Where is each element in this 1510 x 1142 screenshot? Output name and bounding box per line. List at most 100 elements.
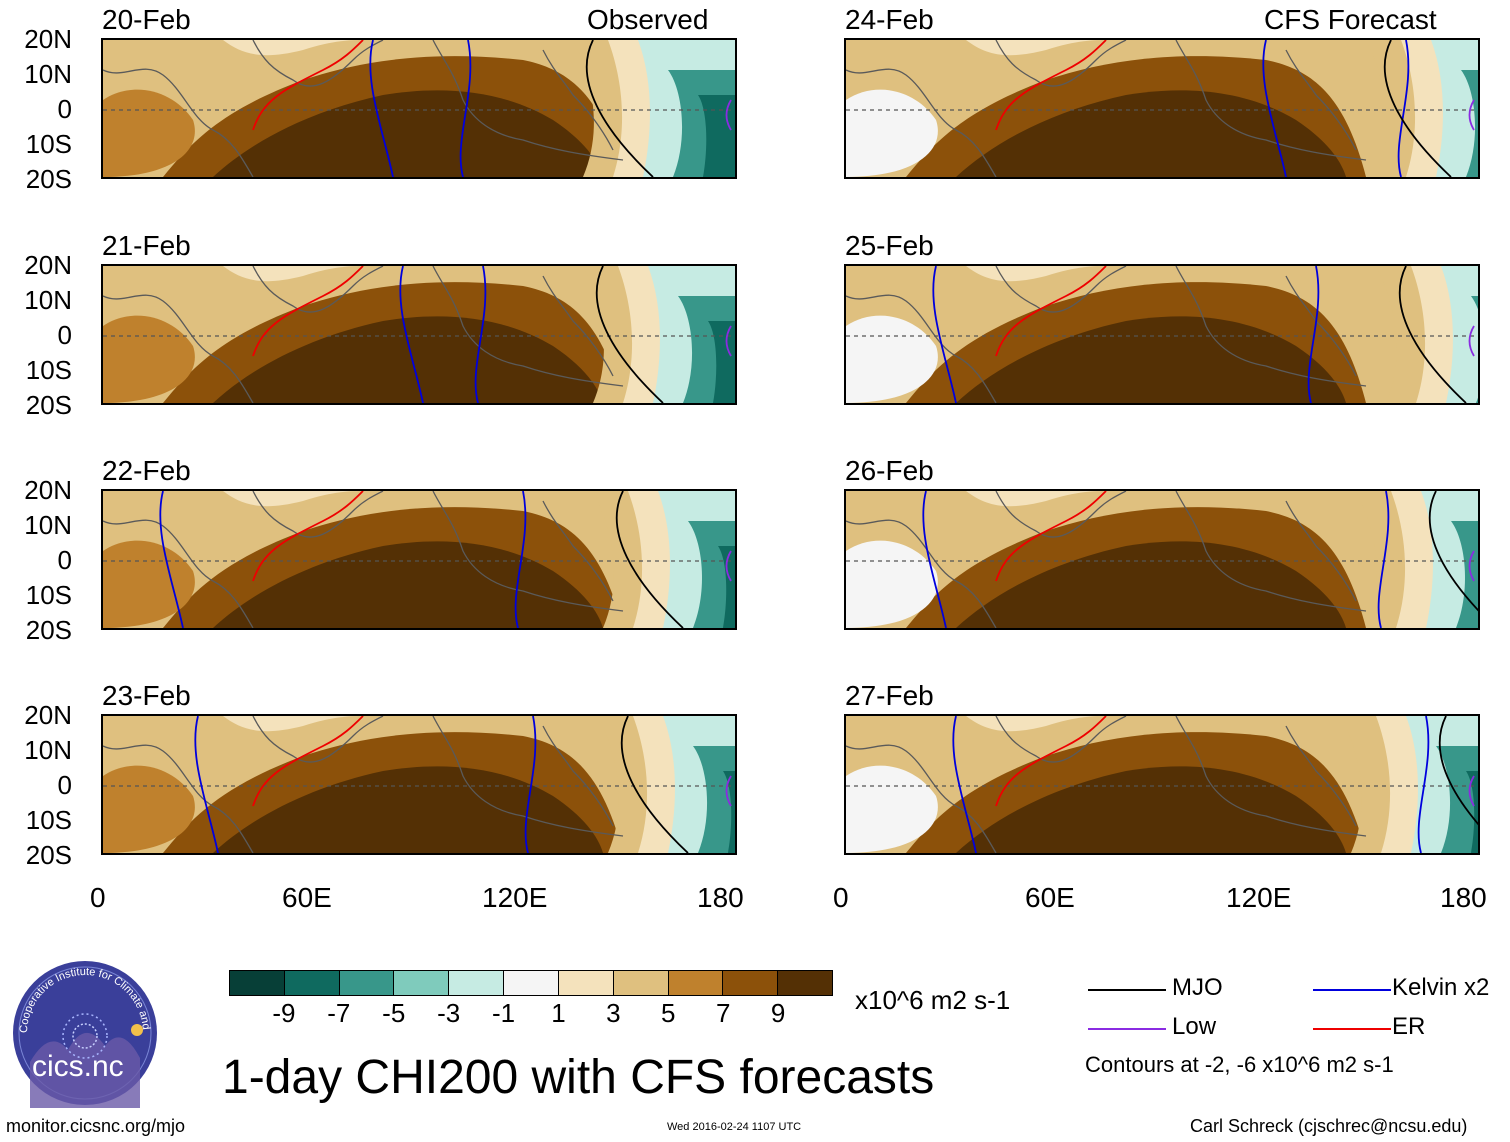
coastline-arabia bbox=[995, 491, 1127, 538]
field-east-5 bbox=[1466, 771, 1478, 853]
field-north bbox=[103, 266, 363, 282]
field-strong bbox=[956, 766, 1346, 853]
lat-label-row2-2: 0 bbox=[57, 320, 72, 350]
colorbar-swatch-11 bbox=[778, 971, 832, 995]
legend-line-er bbox=[1313, 1028, 1391, 1030]
mjo-contour bbox=[585, 40, 654, 177]
map-graphic bbox=[846, 40, 1478, 177]
map-graphic bbox=[103, 40, 735, 177]
low-contour bbox=[725, 99, 732, 131]
coastline-africa bbox=[846, 68, 997, 177]
field-west bbox=[846, 315, 938, 403]
date-label-obs-2: 21-Feb bbox=[102, 230, 191, 261]
coastline-borneo bbox=[542, 49, 614, 151]
legend-label-kelvin: Kelvin x2 bbox=[1392, 974, 1490, 1001]
lon-label-obs-0: 0 bbox=[90, 882, 106, 913]
er-contour bbox=[995, 716, 1107, 807]
map-panel-fc-3 bbox=[844, 489, 1480, 630]
cics-logo: Cooperative Institute for Climate and Sa… bbox=[6, 949, 160, 1108]
field-west bbox=[846, 89, 938, 177]
low-contour bbox=[1468, 325, 1475, 357]
colorbar-label-0: -9 bbox=[272, 998, 296, 1028]
lat-label-row1-1: 10N bbox=[24, 59, 72, 89]
low-contour bbox=[1468, 775, 1475, 807]
field-east-5 bbox=[723, 771, 735, 853]
coastline-borneo bbox=[1285, 500, 1357, 602]
field-west bbox=[103, 89, 195, 177]
legend-label-er: ER bbox=[1392, 1013, 1426, 1040]
lat-label-row4-0: 20N bbox=[24, 700, 72, 730]
kelvin-contour-1 bbox=[194, 716, 219, 853]
coastline-indonesia bbox=[1175, 716, 1367, 837]
low-contour bbox=[1468, 550, 1475, 582]
er-contour bbox=[995, 40, 1107, 131]
chart-title: 1-day CHI200 with CFS forecasts bbox=[222, 1051, 935, 1104]
coastline-africa bbox=[103, 519, 254, 628]
er-contour bbox=[252, 266, 364, 357]
kelvin-contour-1 bbox=[932, 266, 957, 403]
colorbar-label-6: 3 bbox=[606, 998, 621, 1028]
field-strong bbox=[956, 541, 1346, 628]
field-west bbox=[846, 540, 938, 628]
lat-label-row3-4: 20S bbox=[25, 615, 72, 645]
map-panel-obs-2 bbox=[101, 264, 737, 405]
mjo-contour bbox=[620, 716, 689, 853]
field-strong bbox=[956, 316, 1346, 403]
coastline-indonesia bbox=[1175, 491, 1367, 612]
field-strong bbox=[213, 541, 603, 628]
lat-label-row4-3: 10S bbox=[25, 805, 72, 835]
coastline-africa bbox=[103, 68, 254, 177]
map-panel-fc-1 bbox=[844, 38, 1480, 179]
lat-label-row1-3: 10S bbox=[25, 129, 72, 159]
lon-label-obs-120e: 120E bbox=[482, 882, 548, 913]
lon-label-fc-180: 180 bbox=[1440, 882, 1487, 913]
field-west bbox=[103, 315, 195, 403]
map-panel-obs-3 bbox=[101, 489, 737, 630]
lon-label-fc-0: 0 bbox=[833, 882, 849, 913]
footer-url: monitor.cicsnc.org/mjo bbox=[6, 1116, 186, 1136]
lat-label-row4-2: 0 bbox=[57, 770, 72, 800]
coastline-africa bbox=[846, 519, 997, 628]
lon-label-fc-60e: 60E bbox=[1025, 882, 1075, 913]
lat-label-row3-0: 20N bbox=[24, 475, 72, 505]
colorbar-label-1: -7 bbox=[327, 998, 351, 1028]
colorbar-swatch-1 bbox=[230, 971, 285, 995]
coastline-indonesia bbox=[1175, 40, 1367, 161]
lat-label-row3-3: 10S bbox=[25, 580, 72, 610]
map-panel-fc-2 bbox=[844, 264, 1480, 405]
field-east-5 bbox=[708, 321, 735, 403]
coastline-arabia bbox=[252, 491, 384, 538]
map-graphic bbox=[103, 716, 735, 853]
coastline-africa bbox=[846, 294, 997, 403]
kelvin-contour-2 bbox=[1397, 40, 1410, 177]
field-west bbox=[846, 765, 938, 853]
mjo-contour bbox=[615, 491, 684, 628]
lat-label-row2-1: 10N bbox=[24, 285, 72, 315]
field-east-4 bbox=[1471, 296, 1478, 403]
coastline-indonesia bbox=[432, 40, 624, 161]
kelvin-contour-2 bbox=[524, 716, 537, 853]
coastline-africa bbox=[846, 744, 997, 853]
lat-label-row3-2: 0 bbox=[57, 545, 72, 575]
cics-logo-graphic: Cooperative Institute for Climate and Sa… bbox=[6, 949, 157, 1108]
lon-label-fc-120e: 120E bbox=[1226, 882, 1292, 913]
colorbar-swatch-10 bbox=[723, 971, 779, 995]
low-contour bbox=[725, 775, 732, 807]
legend-line-kelvin bbox=[1313, 989, 1391, 991]
kelvin-contour-2 bbox=[459, 40, 472, 177]
coastline-arabia bbox=[995, 716, 1127, 763]
lat-label-row1-4: 20S bbox=[25, 164, 72, 194]
mjo-contour bbox=[1428, 491, 1478, 612]
kelvin-contour-1 bbox=[399, 266, 424, 403]
coastline-borneo bbox=[1285, 49, 1357, 151]
colorbar-label-9: 9 bbox=[770, 998, 786, 1028]
field-east-5 bbox=[718, 546, 735, 628]
date-label-obs-4: 23-Feb bbox=[102, 680, 191, 711]
footer-credit: Carl Schreck (cjschrec@ncsu.edu) bbox=[1190, 1116, 1468, 1136]
colorbar-swatch-8 bbox=[613, 971, 669, 995]
kelvin-contour-2 bbox=[1417, 716, 1430, 853]
field-west bbox=[103, 540, 195, 628]
field-north bbox=[846, 266, 1106, 282]
colorbar-units: x10^6 m2 s-1 bbox=[855, 985, 1011, 1015]
coastline-borneo bbox=[542, 725, 614, 827]
